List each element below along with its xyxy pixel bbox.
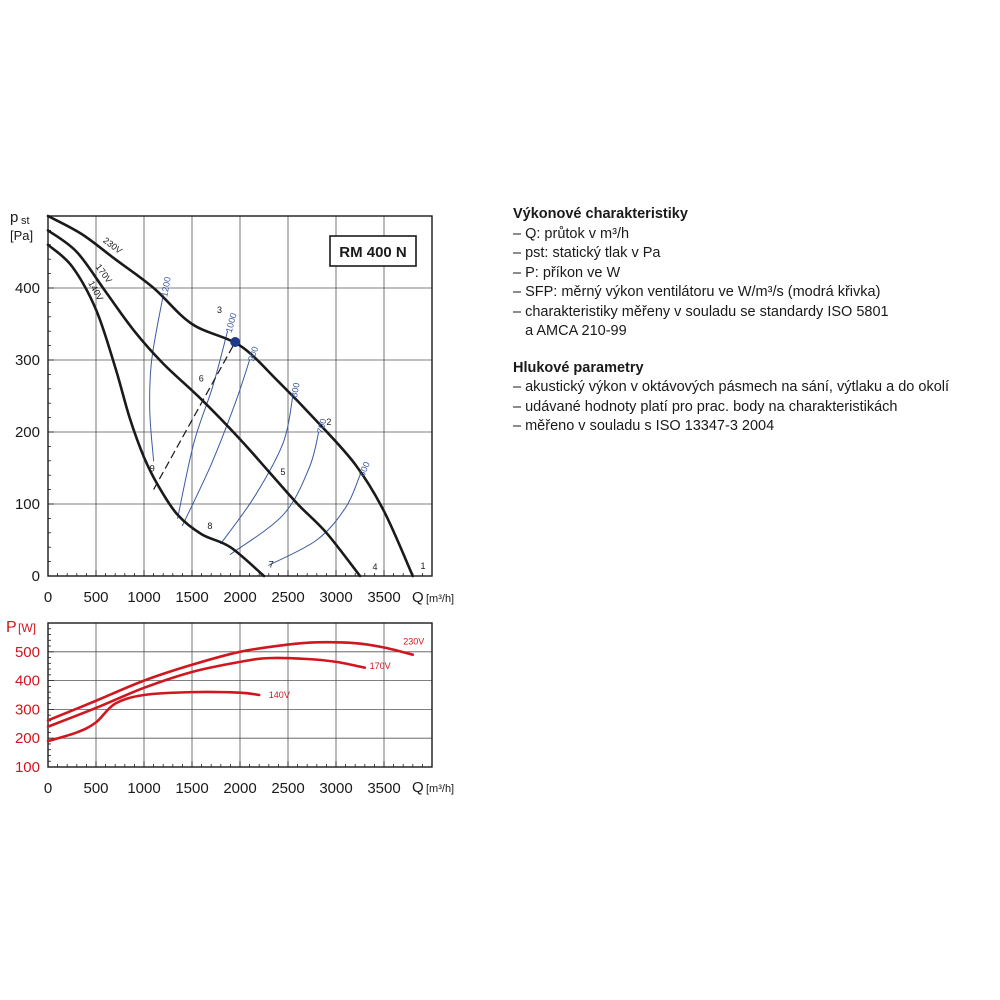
- pressure-ticks: 0 500 1000 1500 2000 2500 3000 3500 0 100 200 300 40…: [15, 280, 401, 606]
- point-number-label: 5: [280, 467, 285, 477]
- y-tick-label: 0: [32, 568, 40, 585]
- info-line: a AMCA 210-99: [513, 323, 627, 339]
- x-tick-label: 3000: [319, 780, 352, 797]
- x-tick-label: 3500: [367, 780, 400, 797]
- x-tick-label: 500: [83, 780, 108, 797]
- power-curves: [46, 640, 415, 743]
- power-y-tick-label: 500: [15, 644, 40, 661]
- y-tick-label: 100: [15, 496, 40, 513]
- y-tick-label: 400: [15, 280, 40, 297]
- voltage-label: 230V: [101, 235, 124, 256]
- sfp-curve: [181, 359, 251, 527]
- sfp-curve: [220, 395, 294, 545]
- point-number-label: 7: [269, 559, 274, 569]
- pressure-chart: 0 500 1000 1500 2000 2500 3000 3500 0 100 200 300 40…: [10, 209, 454, 606]
- x-tick-label: 2000: [223, 780, 256, 797]
- info-line: – P: příkon ve W: [513, 264, 621, 281]
- sfp-curve: [229, 431, 320, 555]
- sfp-curve-label: 700: [315, 417, 329, 434]
- model-box: [329, 235, 417, 267]
- performance-title: Výkonové charakteristiky: [513, 206, 688, 222]
- x-tick-label: 0: [44, 589, 52, 606]
- sfp-curve-label: 900: [246, 345, 260, 362]
- power-y-tick-label: 100: [15, 759, 40, 776]
- info-line: – Q: průtok v m³/h: [513, 225, 630, 242]
- y-tick-label: 300: [15, 352, 40, 369]
- x-tick-label: 1500: [175, 589, 208, 606]
- model-label: RM 400 N: [339, 244, 407, 261]
- info-line: – SFP: měrný výkon ventilátoru ve W/m³/s…: [513, 284, 881, 300]
- sfp-curves: [149, 294, 361, 566]
- info-line: – charakteristiky měřeny v souladu se st…: [513, 303, 889, 320]
- y-tick-label: 200: [15, 424, 40, 441]
- sfp-curve: [149, 294, 164, 462]
- system-curve-dashed: [153, 341, 236, 490]
- pressure-curve-170v: [46, 229, 362, 578]
- pressure-grid: [47, 215, 433, 577]
- power-y-tick-label: 400: [15, 673, 40, 690]
- power-voltage-label: 140V: [269, 690, 290, 700]
- sfp-curve-label: 1200: [159, 276, 172, 297]
- y-axis-label-sub: st: [21, 215, 30, 227]
- x-axis-label: Q: [412, 589, 424, 606]
- y-axis-label-p: p: [10, 209, 18, 226]
- power-y-axis-label: P: [6, 619, 17, 636]
- point-number-label: 1: [420, 561, 425, 571]
- pressure-curve-230v: [46, 214, 415, 578]
- x-tick-label: 2500: [271, 780, 304, 797]
- operating-point: [230, 337, 241, 347]
- x-tick-label: 3000: [319, 589, 352, 606]
- y-axis-unit: [Pa]: [10, 228, 33, 243]
- point-number-label: 6: [199, 374, 204, 384]
- x-tick-label: 2000: [223, 589, 256, 606]
- power-chart: 0 500 1000 1500 2000 2500 3000 3500 100 200 300 400…: [6, 619, 454, 797]
- x-tick-label: 1000: [127, 589, 160, 606]
- power-curve-140v: [46, 690, 261, 743]
- pressure-curve-140v: [46, 243, 266, 578]
- x-tick-label: 0: [44, 780, 52, 797]
- power-y-tick-label: 300: [15, 701, 40, 718]
- power-curve-230v: [46, 640, 415, 722]
- point-number-label: 8: [207, 521, 212, 531]
- power-ticks: 0 500 1000 1500 2000 2500 3000 3500 100 200 300 400…: [15, 644, 401, 797]
- noise-title: Hlukové parametry: [513, 359, 644, 376]
- power-y-tick-label: 200: [15, 730, 40, 747]
- voltage-label: 140V: [86, 279, 105, 302]
- point-number-label: 9: [150, 464, 155, 474]
- x-tick-label: 2500: [271, 589, 304, 606]
- pressure-curves: [46, 214, 415, 578]
- x-tick-label: 500: [83, 589, 108, 606]
- sfp-curve: [268, 474, 361, 566]
- x-tick-label: 1000: [127, 780, 160, 797]
- point-number-label: 3: [217, 305, 222, 315]
- info-line: – akustický výkon v oktávových pásmech n…: [513, 379, 950, 395]
- power-curve-170v: [46, 656, 367, 728]
- sfp-curve-label: 800: [289, 382, 302, 399]
- power-voltage-label: 170V: [370, 661, 391, 671]
- point-number-label: 2: [326, 417, 331, 427]
- power-grid: [47, 622, 433, 768]
- noise-list: – akustický výkon v oktávových pásmech n…: [513, 378, 993, 437]
- sfp-curve: [177, 330, 229, 519]
- sfp-curve-label: 1000: [224, 312, 239, 334]
- power-x-axis-label: Q: [412, 779, 424, 796]
- info-line: – měřeno v souladu s ISO 13347-3 2004: [513, 418, 775, 434]
- info-panel: Výkonové charakteristiky – Q: průtok v m…: [513, 205, 993, 437]
- power-y-axis-unit: [W]: [18, 621, 36, 635]
- performance-list: – Q: průtok v m³/h – pst: statický tlak v…: [513, 225, 993, 342]
- power-x-axis-unit: [m³/h]: [426, 783, 454, 795]
- x-axis-unit: [m³/h]: [426, 593, 454, 605]
- x-tick-label: 1500: [175, 780, 208, 797]
- sfp-curve-label: 600: [357, 460, 372, 478]
- info-line: – pst: statický tlak v Pa: [513, 245, 661, 261]
- point-number-label: 4: [372, 562, 377, 572]
- power-labels: 230V 170V 140V: [269, 637, 424, 700]
- power-voltage-label: 230V: [403, 637, 424, 647]
- info-line: – udávané hodnoty platí pro prac. body n…: [513, 398, 898, 415]
- x-tick-label: 3500: [367, 589, 400, 606]
